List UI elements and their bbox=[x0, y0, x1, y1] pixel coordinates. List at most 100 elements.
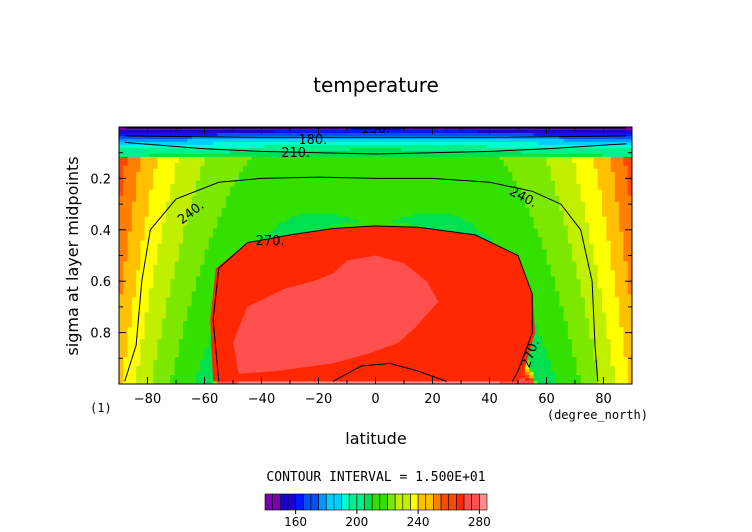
field-cell bbox=[225, 144, 231, 149]
field-cell bbox=[264, 225, 270, 230]
field-cell bbox=[166, 213, 171, 218]
field-cell bbox=[178, 282, 184, 286]
field-cell bbox=[136, 354, 141, 358]
field-cell bbox=[119, 336, 124, 340]
field-cell bbox=[178, 261, 184, 266]
field-cell bbox=[208, 303, 214, 307]
field-cell bbox=[136, 351, 141, 355]
field-cell bbox=[217, 246, 223, 251]
field-cell bbox=[272, 171, 278, 176]
field-cell bbox=[242, 144, 248, 149]
field-cell bbox=[294, 174, 300, 179]
field-cell bbox=[174, 150, 180, 155]
field-cell bbox=[195, 237, 201, 242]
field-cell bbox=[332, 219, 338, 224]
field-cell bbox=[349, 213, 355, 218]
field-cell bbox=[251, 156, 257, 161]
field-cell bbox=[166, 375, 171, 379]
field-cell bbox=[178, 309, 184, 313]
field-cell bbox=[324, 381, 330, 384]
field-cell bbox=[345, 171, 351, 176]
field-cell bbox=[144, 312, 150, 316]
field-cell bbox=[157, 201, 163, 206]
field-cell bbox=[311, 174, 317, 179]
field-cell bbox=[204, 291, 210, 295]
field-cell bbox=[157, 144, 163, 149]
field-cell bbox=[277, 171, 283, 176]
field-cell bbox=[157, 276, 163, 281]
field-cell bbox=[208, 129, 214, 134]
field-cell bbox=[268, 222, 274, 227]
field-cell bbox=[170, 336, 176, 340]
field-cell bbox=[311, 162, 317, 167]
field-cell bbox=[187, 171, 193, 176]
field-cell bbox=[187, 186, 193, 191]
field-cell bbox=[332, 171, 338, 176]
field-cell bbox=[127, 324, 133, 328]
field-cell bbox=[307, 147, 312, 152]
field-cell bbox=[200, 177, 206, 182]
field-cell bbox=[242, 192, 248, 197]
field-cell bbox=[178, 285, 184, 289]
field-cell bbox=[268, 192, 274, 197]
field-cell bbox=[247, 168, 253, 173]
field-cell bbox=[337, 129, 342, 134]
field-cell bbox=[328, 216, 334, 221]
field-cell bbox=[200, 135, 206, 140]
field-cell bbox=[277, 153, 283, 158]
field-cell bbox=[264, 129, 270, 134]
field-cell bbox=[123, 141, 129, 146]
field-cell bbox=[183, 312, 189, 316]
field-cell bbox=[131, 159, 137, 164]
field-cell bbox=[208, 237, 214, 242]
field-cell bbox=[358, 156, 364, 161]
field-cell bbox=[345, 159, 351, 164]
field-cell bbox=[123, 306, 129, 310]
field-cell bbox=[174, 186, 180, 191]
field-cell bbox=[148, 225, 154, 230]
field-cell bbox=[119, 127, 124, 131]
field-cell bbox=[234, 127, 240, 131]
field-cell bbox=[148, 246, 154, 251]
field-cell bbox=[208, 270, 214, 275]
field-cell bbox=[221, 183, 227, 188]
field-cell bbox=[144, 162, 150, 167]
field-cell bbox=[161, 135, 167, 140]
field-cell bbox=[183, 282, 189, 286]
field-cell bbox=[161, 306, 167, 310]
field-cell bbox=[178, 127, 184, 131]
field-cell bbox=[213, 249, 218, 254]
field-cell bbox=[174, 318, 180, 322]
field-cell bbox=[234, 132, 240, 137]
field-cell bbox=[315, 138, 321, 143]
field-cell bbox=[144, 219, 150, 224]
field-cell bbox=[174, 351, 180, 355]
field-cell bbox=[337, 195, 342, 200]
field-cell bbox=[183, 261, 189, 266]
field-cell bbox=[349, 165, 355, 170]
field-cell bbox=[217, 240, 223, 245]
field-cell bbox=[204, 150, 210, 155]
field-cell bbox=[187, 381, 193, 384]
field-cell bbox=[272, 207, 278, 212]
field-cell bbox=[174, 375, 180, 379]
field-cell bbox=[170, 288, 176, 292]
field-cell bbox=[337, 183, 342, 188]
field-cell bbox=[238, 192, 244, 197]
field-cell bbox=[221, 168, 227, 173]
field-cell bbox=[119, 210, 124, 215]
field-cell bbox=[127, 225, 133, 230]
field-cell bbox=[166, 150, 171, 155]
field-cell bbox=[251, 171, 257, 176]
field-cell bbox=[328, 207, 334, 212]
field-cell bbox=[136, 345, 141, 349]
field-cell bbox=[311, 198, 317, 203]
field-cell bbox=[302, 132, 308, 137]
field-cell bbox=[255, 180, 261, 185]
field-cell bbox=[119, 228, 124, 233]
field-cell bbox=[161, 267, 167, 272]
field-cell bbox=[153, 180, 159, 185]
field-cell bbox=[332, 129, 338, 134]
field-cell bbox=[234, 228, 240, 233]
field-cell bbox=[187, 330, 193, 334]
